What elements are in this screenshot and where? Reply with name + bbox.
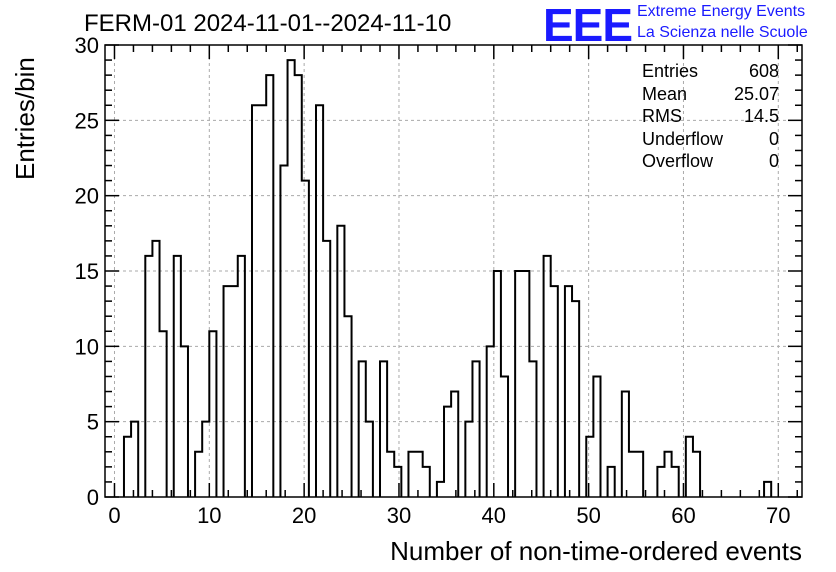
stat-label: Mean <box>642 83 688 104</box>
brand-line-1: Extreme Energy Events <box>637 3 806 20</box>
stat-label: Underflow <box>642 128 724 149</box>
x-tick-label: 40 <box>482 503 506 528</box>
y-axis-label: Entries/bin <box>10 57 40 180</box>
stat-row-underflow: Underflow 0 <box>642 128 779 151</box>
y-tick-label: 25 <box>75 108 99 133</box>
y-axis-label-wrap: Entries/bin <box>0 0 40 180</box>
stats-box: Entries 608 Mean 25.07 RMS 14.5 Underflo… <box>642 60 779 173</box>
x-tick-label: 10 <box>197 503 221 528</box>
x-tick-label: 70 <box>766 503 790 528</box>
stat-label: Entries <box>642 61 699 81</box>
stat-value: 608 <box>748 61 779 81</box>
stat-value: 0 <box>768 128 779 149</box>
axis-ticks <box>105 44 802 498</box>
stat-label: RMS <box>642 106 682 126</box>
brand-line-2: La Scienza nelle Scuole <box>637 24 808 41</box>
x-tick-label: 20 <box>292 503 316 528</box>
y-tick-label: 10 <box>75 334 99 359</box>
histogram-outline <box>122 59 773 497</box>
x-axis-label: Number of non-time-ordered events <box>390 536 802 566</box>
stat-value: 25.07 <box>733 83 779 104</box>
y-tick-label: 5 <box>87 410 99 435</box>
stat-value: 14.5 <box>743 106 779 126</box>
x-tick-label: 0 <box>108 503 120 528</box>
x-tick-label: 50 <box>576 503 600 528</box>
axis-tick-labels: 0 10 20 30 40 50 60 70 0 5 10 15 20 25 30 <box>75 33 791 528</box>
y-tick-label: 30 <box>75 33 99 58</box>
stat-label: Overflow <box>642 151 714 171</box>
stat-row-mean: Mean 25.07 <box>642 83 779 106</box>
stat-value: 0 <box>768 151 779 171</box>
x-tick-label: 30 <box>387 503 411 528</box>
chart-title: FERM-01 2024-11-01--2024-11-10 <box>84 10 452 37</box>
stat-row-entries: Entries 608 <box>642 60 779 83</box>
stat-row-rms: RMS 14.5 <box>642 105 779 128</box>
y-tick-label: 20 <box>75 184 99 209</box>
y-tick-label: 15 <box>75 259 99 284</box>
y-tick-label: 0 <box>87 485 99 510</box>
x-tick-label: 60 <box>671 503 695 528</box>
stat-row-overflow: Overflow 0 <box>642 150 779 173</box>
eee-logo: EEE <box>543 0 633 51</box>
